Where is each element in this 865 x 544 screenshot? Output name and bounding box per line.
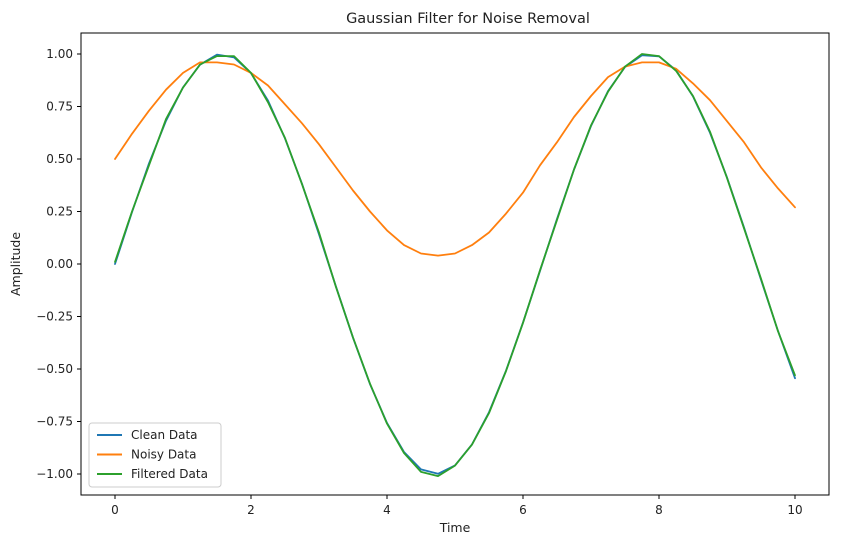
y-tick-label: 0.00 [46,257,73,271]
y-tick-label: 0.25 [46,205,73,219]
y-tick-label: −0.50 [36,362,73,376]
chart-title: Gaussian Filter for Noise Removal [346,11,590,27]
x-axis: 0 2 4 6 8 10 [111,495,803,517]
x-tick-label: 8 [655,503,663,517]
legend-label-noisy-data: Noisy Data [131,448,196,462]
y-tick-label: −1.00 [36,467,73,481]
x-tick-label: 0 [111,503,119,517]
legend-label-clean-data: Clean Data [131,428,198,442]
y-axis: 1.00 0.75 0.50 0.25 0.00 −0.25 −0.50 −0.75 −1.00 [36,47,81,481]
legend-label-filtered-data: Filtered Data [131,467,208,481]
y-tick-label: 0.75 [46,100,73,114]
series-lines [114,53,796,478]
series-line-clean-data [114,53,796,475]
plot-area [80,32,830,496]
x-tick-label: 2 [247,503,255,517]
x-tick-label: 4 [383,503,391,517]
series-line-filtered-data [114,53,796,478]
y-tick-label: 0.50 [46,152,73,166]
x-tick-label: 6 [519,503,527,517]
x-tick-label: 10 [787,503,802,517]
y-tick-label: 1.00 [46,47,73,61]
legend: Clean Data Noisy Data Filtered Data [88,422,222,488]
x-axis-label: Time [439,520,471,535]
series-line-noisy-data [114,61,796,257]
y-axis-label: Amplitude [8,232,23,296]
y-tick-label: −0.25 [36,310,73,324]
legend-frame [88,422,222,488]
y-tick-label: −0.75 [36,415,73,429]
